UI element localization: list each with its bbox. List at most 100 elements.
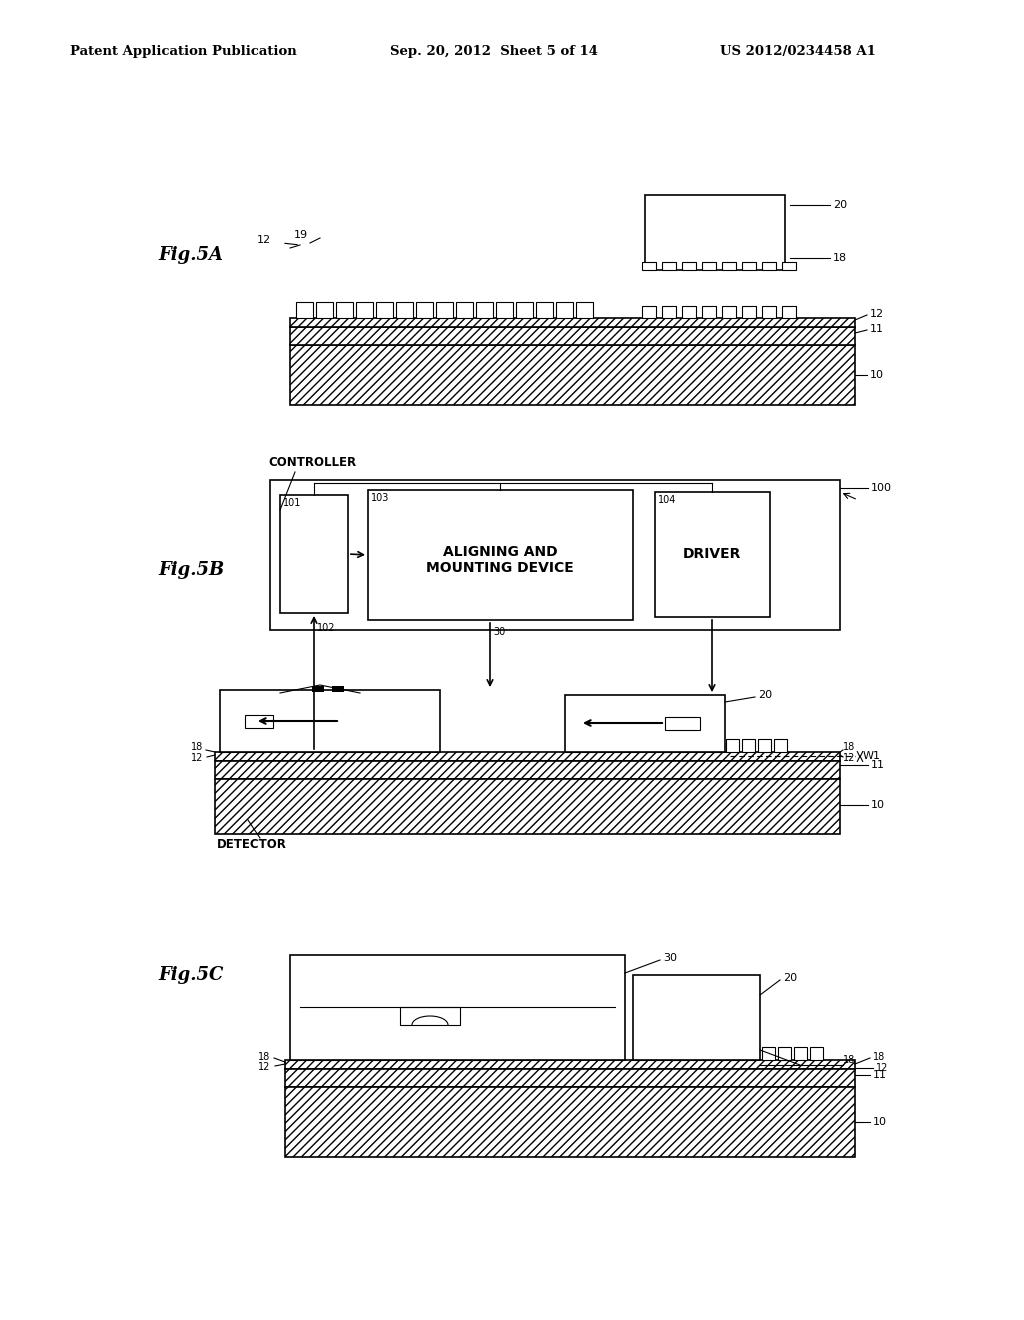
Bar bbox=[323, 1047, 336, 1060]
Bar bbox=[381, 739, 394, 752]
Bar bbox=[758, 739, 771, 752]
Bar bbox=[285, 1069, 855, 1086]
Bar bbox=[285, 1069, 855, 1086]
Bar bbox=[666, 1047, 679, 1060]
Text: Fig.5B: Fig.5B bbox=[158, 561, 224, 579]
Bar bbox=[396, 302, 413, 318]
Bar bbox=[387, 1047, 400, 1060]
Bar bbox=[642, 261, 656, 271]
Bar bbox=[575, 302, 593, 318]
Bar bbox=[456, 302, 473, 318]
Bar bbox=[722, 306, 736, 318]
Text: 18: 18 bbox=[833, 253, 847, 263]
Bar bbox=[290, 345, 855, 405]
Bar bbox=[650, 1047, 663, 1060]
Bar bbox=[702, 306, 716, 318]
Bar bbox=[333, 739, 346, 752]
Bar bbox=[722, 261, 736, 271]
Bar bbox=[215, 762, 840, 779]
Bar bbox=[496, 302, 513, 318]
Bar bbox=[349, 739, 362, 752]
Bar bbox=[655, 492, 770, 616]
Text: 11: 11 bbox=[870, 323, 884, 334]
Bar bbox=[285, 1060, 855, 1069]
Bar bbox=[368, 490, 633, 620]
Bar bbox=[630, 739, 643, 752]
Bar bbox=[355, 1047, 368, 1060]
Bar bbox=[269, 739, 282, 752]
Text: CONTROLLER: CONTROLLER bbox=[268, 457, 356, 470]
Bar bbox=[662, 739, 675, 752]
Text: 12: 12 bbox=[190, 752, 203, 763]
Text: Sep. 20, 2012  Sheet 5 of 14: Sep. 20, 2012 Sheet 5 of 14 bbox=[390, 45, 598, 58]
Bar bbox=[476, 302, 493, 318]
Text: 10: 10 bbox=[873, 1117, 887, 1127]
Bar bbox=[376, 302, 393, 318]
Text: 11: 11 bbox=[873, 1071, 887, 1080]
Bar bbox=[582, 739, 595, 752]
Text: 100: 100 bbox=[871, 483, 892, 492]
Bar bbox=[762, 261, 776, 271]
Bar bbox=[215, 762, 840, 779]
Bar bbox=[301, 739, 314, 752]
Bar bbox=[634, 1047, 647, 1060]
Text: 104: 104 bbox=[658, 495, 677, 506]
Bar bbox=[215, 752, 840, 762]
Bar bbox=[645, 195, 785, 271]
Text: 12: 12 bbox=[257, 235, 271, 246]
Text: Fig.5C: Fig.5C bbox=[158, 966, 223, 983]
Bar bbox=[782, 306, 796, 318]
Text: 10: 10 bbox=[870, 370, 884, 380]
Bar bbox=[290, 318, 855, 327]
Bar bbox=[416, 302, 433, 318]
Bar bbox=[400, 1007, 460, 1026]
Bar bbox=[714, 1047, 727, 1060]
Bar bbox=[280, 495, 348, 612]
Text: Fig.5A: Fig.5A bbox=[158, 246, 223, 264]
Text: 18: 18 bbox=[190, 742, 203, 752]
Bar bbox=[312, 686, 324, 692]
Bar bbox=[436, 302, 453, 318]
Bar bbox=[782, 261, 796, 271]
Text: 19: 19 bbox=[294, 230, 308, 240]
Text: 101: 101 bbox=[283, 498, 301, 508]
Bar bbox=[332, 686, 344, 692]
Bar bbox=[270, 480, 840, 630]
Text: ALIGNING AND
MOUNTING DEVICE: ALIGNING AND MOUNTING DEVICE bbox=[426, 545, 573, 576]
Bar bbox=[662, 306, 676, 318]
Bar bbox=[483, 1047, 496, 1060]
Bar bbox=[646, 739, 659, 752]
Bar bbox=[296, 302, 313, 318]
Bar bbox=[702, 261, 716, 271]
Bar bbox=[285, 1086, 855, 1158]
Text: 30: 30 bbox=[663, 953, 677, 964]
Text: Patent Application Publication: Patent Application Publication bbox=[70, 45, 297, 58]
Bar bbox=[467, 1047, 480, 1060]
Bar bbox=[730, 1047, 743, 1060]
Bar bbox=[371, 1047, 384, 1060]
Bar bbox=[290, 327, 855, 345]
Text: 103: 103 bbox=[371, 492, 389, 503]
Text: W1: W1 bbox=[863, 751, 881, 762]
Bar bbox=[253, 739, 266, 752]
Text: 102: 102 bbox=[317, 623, 336, 634]
Bar bbox=[556, 302, 573, 318]
Text: DETECTOR: DETECTOR bbox=[217, 838, 287, 851]
Bar bbox=[290, 954, 625, 1060]
Bar bbox=[356, 302, 373, 318]
Bar bbox=[403, 1047, 416, 1060]
Bar bbox=[742, 261, 756, 271]
Bar bbox=[710, 739, 723, 752]
Bar bbox=[742, 306, 756, 318]
Bar bbox=[678, 739, 691, 752]
Bar bbox=[285, 1086, 855, 1158]
Bar bbox=[316, 302, 333, 318]
Bar bbox=[566, 739, 579, 752]
Bar bbox=[698, 1047, 711, 1060]
Bar bbox=[642, 306, 656, 318]
Text: 12: 12 bbox=[258, 1063, 270, 1072]
Bar bbox=[633, 975, 760, 1060]
Text: 20: 20 bbox=[783, 973, 797, 983]
Bar bbox=[516, 302, 534, 318]
Bar bbox=[413, 739, 426, 752]
